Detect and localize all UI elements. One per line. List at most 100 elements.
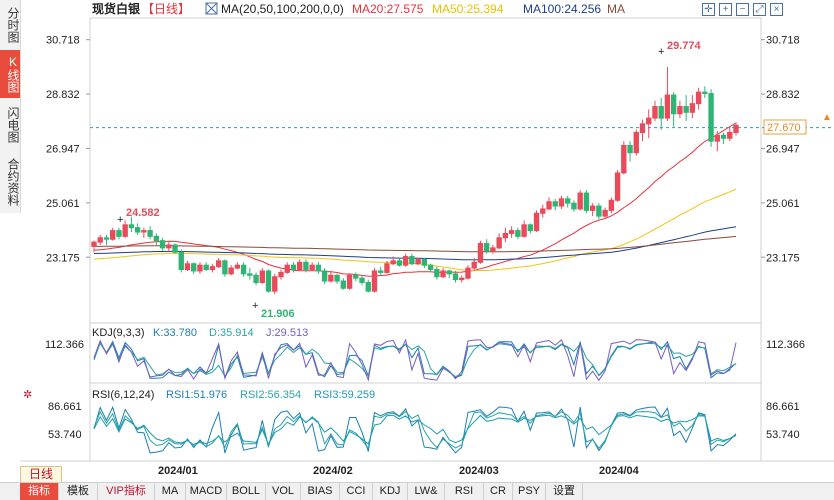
bottom-tab-ma[interactable]: MA [155,483,186,500]
candle-body [240,264,247,275]
candle-body [259,270,265,284]
ma20-value: MA20:27.575 [352,2,424,16]
candle-body [396,260,403,266]
local-high-marker: + [117,214,123,226]
candle-body [714,134,720,142]
bottom-tab-settings[interactable]: 设置 [546,483,583,500]
kdj-d-line [93,342,737,378]
candle-body [409,256,415,265]
tab-kline[interactable]: K线图 [0,50,20,98]
candle-body [533,212,540,232]
candle-body [359,277,365,283]
view-switcher: 分时图 K线图 闪电图 合约资料 [0,0,21,213]
ma100-value: MA100:24.256 [523,2,601,16]
candle-body [303,261,309,271]
bottom-tab-vol[interactable]: VOL [266,483,301,500]
rsi-3: RSI3:59.259 [314,389,375,401]
candle-body [209,266,216,271]
bottom-tab-boll[interactable]: BOLL [227,483,266,500]
bottom-tab-rsi[interactable]: RSI [445,483,484,500]
kdj-j-line [93,338,737,382]
candle-body [315,264,322,272]
bottom-tab-macd[interactable]: MACD [186,483,227,500]
candle-body [664,94,671,119]
crosshair-icon[interactable]: ✛ [702,3,715,16]
expand-icon[interactable]: ⤢ [753,3,766,16]
candle-body [97,237,103,243]
rsi1-line [93,405,737,454]
candle-body [452,273,459,281]
zoom-out-icon[interactable]: − [736,3,749,16]
candle-body [670,94,677,115]
candle-body [197,264,203,272]
candle-body [128,224,135,229]
candle-body [621,144,627,174]
left-price-tick: 28.832 [46,89,80,101]
bottom-tab-bias[interactable]: BIAS [301,483,340,500]
time-label-jan: 2024/01 [158,465,198,477]
candle-body [471,261,477,269]
candle-body [571,202,577,210]
candle-body [546,201,552,210]
candle-body [702,91,708,95]
bottom-tab-template[interactable]: 模板 [59,483,98,500]
candle-body [116,230,122,237]
candle-body [371,270,378,292]
candle-body [166,244,172,249]
candle-body [733,124,739,133]
rsi-label: RSI(6,12,24) [92,389,154,401]
zoom-in-icon[interactable]: + [719,3,732,16]
candle-body [103,237,110,240]
candle-body [284,264,290,273]
close-icon[interactable]: × [770,3,783,16]
bottom-tab-cci[interactable]: CCI [340,483,373,500]
high-marker: + [658,46,664,58]
right-price-tick: 23.175 [766,252,800,264]
candle-body [434,269,440,278]
candle-body [577,192,583,210]
rsi-settings-icon[interactable]: ✲ [23,389,32,401]
candle-body [552,201,558,207]
candle-body [321,270,328,282]
candle-body [515,230,521,237]
ma200-line [94,235,737,253]
tab-flash[interactable]: 闪电图 [6,107,20,143]
candle-body [234,264,241,269]
period-badge[interactable]: 日线 [20,466,63,483]
grid-icon[interactable] [205,2,218,15]
candle-body [427,264,434,271]
tab-timeshare[interactable]: 分时图 [6,7,20,43]
candle-body [583,192,590,211]
candle-body [353,274,359,279]
candle-body [602,209,608,217]
candle-body [415,258,421,265]
rsi-2: RSI2:56.354 [240,389,301,401]
bottom-tab-cr[interactable]: CR [484,483,513,500]
candle-body [496,237,502,249]
rsi-lines [93,405,737,454]
candle-body [297,261,303,271]
high-label: 29.774 [667,40,702,52]
left-price-axis: 30.718 28.832 26.947 25.061 23.175 [46,35,90,264]
kdj-right-tick: 112.366 [766,339,805,351]
symbol-title: 现货白银 [92,1,141,16]
candle-body [328,274,334,282]
rsi-right-tick-top: 86.661 [766,401,800,413]
kdj-k-line [93,340,737,380]
bottom-tab-lwr[interactable]: LW& [408,483,445,500]
right-price-axis: 30.718 28.832 26.947 25.061 23.175 [761,35,800,264]
tab-contract-info[interactable]: 合约资料 [6,158,20,206]
candle-body [677,106,683,115]
candle-body [459,277,465,281]
bottom-tab-indicators[interactable]: 指标 [20,483,59,500]
low-marker: + [252,300,258,312]
candle-body [639,123,646,133]
main-panel-border [89,17,762,324]
left-price-tick: 26.947 [46,143,80,155]
rsi-right-tick-bottom: 53.740 [766,429,800,441]
bottom-tab-vip[interactable]: VIP指标 [98,483,155,500]
candle-body [527,224,533,232]
candle-body [627,144,633,154]
bottom-tab-psy[interactable]: PSY [513,483,546,500]
bottom-tab-kdj[interactable]: KDJ [373,483,408,500]
